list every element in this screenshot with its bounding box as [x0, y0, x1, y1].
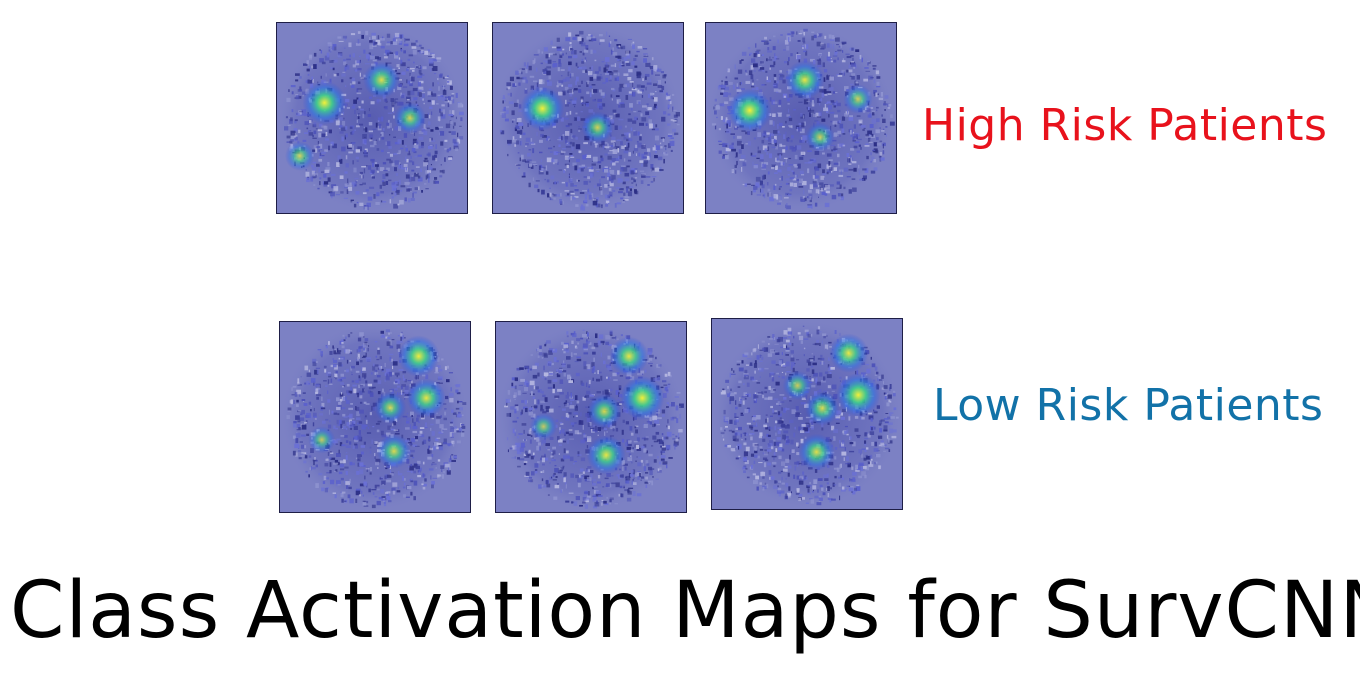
activation-hotspot: [829, 333, 869, 373]
activation-hotspot: [620, 376, 665, 420]
cam-heatmap: [706, 23, 896, 213]
activation-hotspot: [520, 86, 565, 131]
cam-heatmap: [493, 23, 683, 213]
cam-image-low-2: [495, 321, 687, 513]
activation-hotspot: [308, 426, 336, 454]
activation-hotspot: [363, 61, 400, 99]
cam-image-high-1: [276, 22, 468, 214]
cam-image-low-1: [279, 321, 471, 513]
activation-hotspot: [406, 378, 446, 418]
cam-image-high-2: [492, 22, 684, 214]
cam-heatmap: [280, 322, 470, 512]
cam-image-high-3: [705, 22, 897, 214]
activation-hotspot: [727, 88, 772, 133]
activation-hotspot: [285, 141, 315, 171]
activation-hotspot: [397, 335, 440, 377]
activation-hotspot: [782, 370, 813, 401]
high-risk-label: High Risk Patients: [922, 100, 1328, 151]
activation-hotspot: [302, 80, 347, 125]
cam-heatmap: [277, 23, 467, 213]
activation-hotspot: [609, 336, 649, 376]
activation-hotspot: [581, 111, 614, 144]
activation-hotspot: [586, 435, 626, 475]
activation-hotspot: [836, 373, 881, 417]
cam-heatmap: [496, 322, 686, 512]
activation-hotspot: [587, 394, 622, 429]
activation-hotspot: [785, 60, 825, 100]
activation-hotspot: [805, 122, 835, 152]
activation-hotspot: [374, 391, 407, 424]
activation-hotspot: [376, 434, 412, 469]
activation-hotspot: [394, 102, 426, 134]
activation-hotspot: [843, 84, 873, 114]
activation-hotspot: [529, 412, 558, 441]
activation-hotspot: [805, 391, 840, 426]
cam-image-low-3: [711, 318, 903, 510]
cam-heatmap: [712, 319, 902, 509]
page-title: Class Activation Maps for SurvCNN: [10, 566, 1360, 656]
activation-hotspot: [798, 433, 835, 471]
low-risk-label: Low Risk Patients: [933, 380, 1324, 431]
